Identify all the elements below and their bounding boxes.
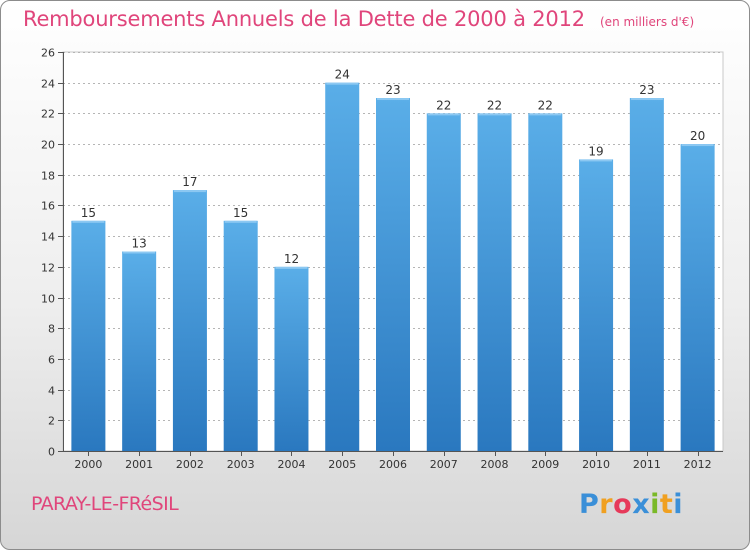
bar bbox=[680, 144, 715, 452]
data-label: 13 bbox=[132, 237, 147, 251]
bar bbox=[629, 98, 664, 452]
x-tick-label: 2010 bbox=[582, 458, 610, 471]
logo-letter: P bbox=[579, 489, 600, 520]
data-label: 23 bbox=[639, 83, 654, 97]
proxiti-logo: Proxiti bbox=[579, 489, 683, 520]
chart-title: Remboursements Annuels de la Dette de 20… bbox=[23, 7, 585, 31]
logo-letter: r bbox=[599, 489, 614, 520]
bar bbox=[172, 190, 207, 451]
bar bbox=[426, 113, 461, 451]
x-tick-label: 2007 bbox=[430, 458, 458, 471]
y-tick-label: 12 bbox=[41, 262, 55, 275]
x-tick-label: 2009 bbox=[531, 458, 559, 471]
x-tick-label: 2011 bbox=[633, 458, 661, 471]
y-tick-label: 16 bbox=[41, 200, 55, 213]
bar-highlight bbox=[630, 98, 663, 101]
bar-highlight bbox=[681, 144, 714, 147]
bar bbox=[477, 113, 512, 451]
logo-letter: t bbox=[659, 489, 674, 520]
y-tick-label: 10 bbox=[41, 293, 55, 306]
bar bbox=[274, 266, 309, 451]
y-tick-label: 2 bbox=[48, 415, 55, 428]
y-tick-label: 8 bbox=[48, 323, 55, 336]
bar-highlight bbox=[529, 113, 562, 116]
bar bbox=[376, 98, 410, 452]
bar-highlight bbox=[427, 113, 460, 116]
bar bbox=[579, 159, 614, 451]
x-tick-label: 2001 bbox=[125, 458, 153, 471]
y-tick-label: 0 bbox=[48, 446, 55, 459]
y-tick-label: 4 bbox=[48, 385, 55, 398]
bar-highlight bbox=[580, 159, 613, 162]
x-tick-label: 2008 bbox=[481, 458, 509, 471]
logo-letter: i bbox=[650, 489, 660, 520]
bar-highlight bbox=[72, 220, 105, 223]
x-tick-label: 2005 bbox=[328, 458, 356, 471]
x-tick-label: 2002 bbox=[176, 458, 204, 471]
chart-header: Remboursements Annuels de la Dette de 20… bbox=[23, 7, 694, 31]
bar bbox=[223, 220, 258, 451]
x-tick-label: 2012 bbox=[684, 458, 712, 471]
data-label: 22 bbox=[538, 98, 553, 112]
data-label: 22 bbox=[436, 98, 451, 112]
bar-highlight bbox=[326, 82, 359, 85]
y-tick-label: 24 bbox=[41, 78, 55, 91]
data-label: 22 bbox=[487, 98, 502, 112]
y-tick-label: 20 bbox=[41, 139, 55, 152]
logo-letter: x bbox=[632, 489, 651, 520]
bar bbox=[325, 82, 360, 451]
y-tick-label: 18 bbox=[41, 170, 55, 183]
bar-highlight bbox=[377, 98, 409, 101]
bar-highlight bbox=[224, 220, 257, 223]
chart-units: (en milliers d'€) bbox=[600, 15, 695, 29]
y-tick-label: 22 bbox=[41, 108, 55, 121]
y-tick-label: 14 bbox=[41, 231, 55, 244]
bar-highlight bbox=[173, 190, 206, 193]
data-label: 24 bbox=[335, 68, 350, 82]
logo-letter: o bbox=[613, 489, 633, 520]
x-tick-label: 2006 bbox=[379, 458, 407, 471]
data-label: 23 bbox=[385, 83, 400, 97]
data-label: 12 bbox=[284, 252, 299, 266]
x-tick-label: 2000 bbox=[74, 458, 102, 471]
bar-highlight bbox=[478, 113, 511, 116]
data-label: 15 bbox=[81, 206, 96, 220]
bar bbox=[528, 113, 563, 451]
y-tick-label: 6 bbox=[48, 354, 55, 367]
data-label: 17 bbox=[182, 175, 197, 189]
data-label: 15 bbox=[233, 206, 248, 220]
data-label: 20 bbox=[690, 129, 705, 143]
city-name: PARAY-LE-FRéSIL bbox=[31, 493, 179, 515]
x-tick-label: 2003 bbox=[227, 458, 255, 471]
bar-highlight bbox=[275, 266, 308, 269]
bar bbox=[71, 220, 106, 451]
bar bbox=[122, 251, 157, 451]
logo-letter: i bbox=[673, 489, 684, 520]
data-label: 19 bbox=[588, 144, 603, 158]
x-tick-label: 2004 bbox=[277, 458, 305, 471]
y-tick-label: 26 bbox=[41, 47, 55, 60]
bar-highlight bbox=[123, 251, 156, 254]
